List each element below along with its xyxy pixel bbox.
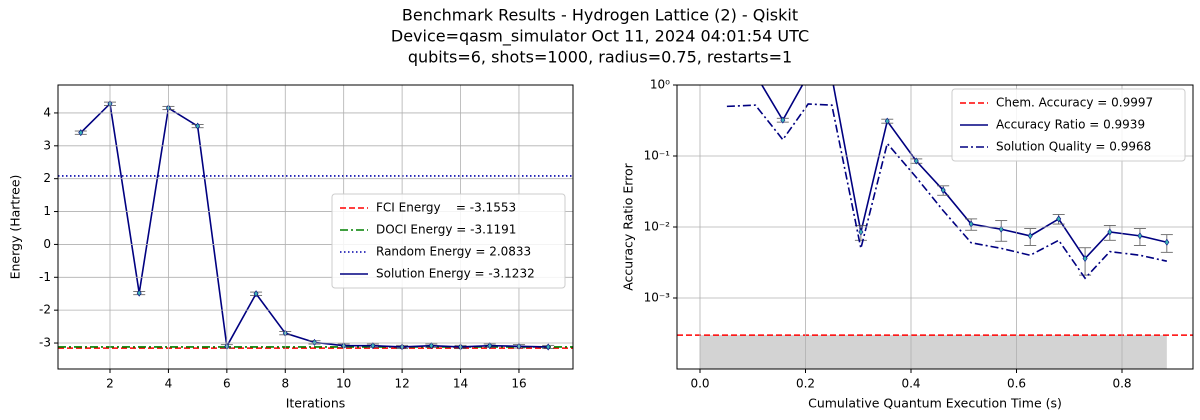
- x-tick-label: 16: [511, 377, 526, 391]
- marker: [428, 342, 434, 350]
- legend-label: FCI Energy = -3.1553: [376, 201, 516, 215]
- y-axis-label: Energy (Hartree): [8, 175, 23, 280]
- x-tick-label: 4: [165, 377, 173, 391]
- y-tick-label: 10⁻²: [644, 220, 671, 234]
- y-tick-label: 0: [43, 237, 51, 251]
- legend-label: Solution Quality = 0.9968: [996, 140, 1151, 154]
- x-tick-label: 0.6: [1007, 377, 1026, 391]
- marker: [913, 157, 919, 165]
- axes-frame: [57, 84, 574, 370]
- y-tick-label: 1: [43, 204, 51, 218]
- marker: [1027, 232, 1033, 240]
- marker: [370, 342, 376, 350]
- legend-box: [331, 193, 566, 289]
- legend-label: DOCI Energy = -3.1191: [376, 223, 516, 237]
- marker: [195, 122, 201, 130]
- marker: [884, 117, 890, 125]
- y-axis-label: Accuracy Ratio Error: [621, 162, 636, 290]
- legend-label: Chem. Accuracy = 0.9997: [996, 96, 1153, 110]
- figure-title: Benchmark Results - Hydrogen Lattice (2)…: [402, 6, 798, 25]
- legend-box: [951, 88, 1186, 162]
- x-tick-label: 12: [394, 377, 409, 391]
- x-tick-label: 14: [453, 377, 468, 391]
- legend-label: Solution Energy = -3.1232: [376, 267, 535, 281]
- legend-label: Random Energy = 2.0833: [376, 245, 531, 259]
- marker: [858, 228, 864, 236]
- y-tick-label: -2: [39, 303, 51, 317]
- x-axis-label: Cumulative Quantum Execution Time (s): [808, 396, 1062, 411]
- y-tick-label: -1: [39, 270, 51, 284]
- marker: [780, 116, 786, 124]
- legend-label: Accuracy Ratio = 0.9939: [996, 118, 1145, 132]
- x-tick-label: 0.2: [796, 377, 815, 391]
- marker: [1137, 232, 1143, 240]
- x-tick-label: 8: [281, 377, 289, 391]
- y-tick-label: 10⁻¹: [644, 149, 671, 163]
- figure-subtitle: Device=qasm_simulator Oct 11, 2024 04:01…: [391, 27, 809, 47]
- marker: [1164, 238, 1170, 246]
- shade: [699, 335, 1167, 369]
- marker: [1082, 254, 1088, 263]
- marker: [487, 342, 493, 350]
- marker: [998, 225, 1004, 233]
- marker: [1107, 228, 1113, 236]
- y-tick-label: 4: [43, 105, 51, 119]
- x-tick-label: 0.4: [901, 377, 920, 391]
- figure-subtitle: qubits=6, shots=1000, radius=0.75, resta…: [408, 48, 792, 67]
- plot-area: [58, 100, 573, 351]
- marker: [545, 343, 551, 351]
- series-line: [726, 103, 1168, 280]
- marker: [312, 338, 317, 346]
- y-tick-label: 2: [43, 171, 51, 185]
- y-tick-label: -3: [39, 336, 51, 350]
- marker: [78, 129, 84, 137]
- axes-frame: [676, 84, 1194, 370]
- y-tick-label: 10⁻³: [644, 291, 671, 305]
- x-tick-label: 6: [223, 377, 231, 391]
- y-tick-label: 3: [43, 138, 51, 152]
- x-tick-label: 0.8: [1112, 377, 1131, 391]
- x-tick-label: 10: [336, 377, 351, 391]
- marker: [1056, 215, 1062, 223]
- marker: [940, 186, 946, 194]
- plot-area: [677, 85, 1193, 369]
- x-tick-label: 2: [106, 377, 114, 391]
- marker: [253, 290, 259, 298]
- x-tick-label: 0.0: [690, 377, 709, 391]
- marker: [136, 289, 142, 297]
- x-axis-label: Iterations: [286, 396, 346, 411]
- y-tick-label: 10⁰: [650, 78, 670, 92]
